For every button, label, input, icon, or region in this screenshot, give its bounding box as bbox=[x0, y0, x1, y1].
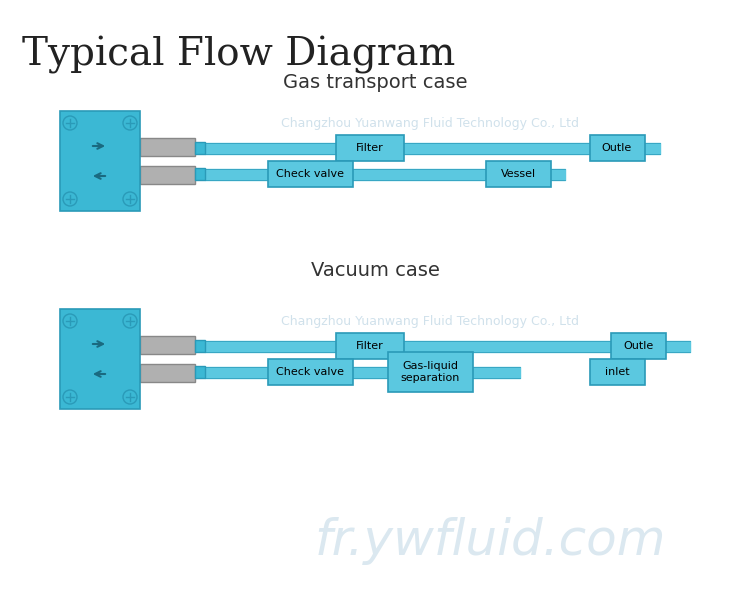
FancyBboxPatch shape bbox=[195, 340, 205, 352]
Circle shape bbox=[123, 192, 137, 206]
Text: Outle: Outle bbox=[622, 341, 653, 351]
Text: Typical Flow Diagram: Typical Flow Diagram bbox=[22, 36, 455, 74]
Circle shape bbox=[63, 192, 77, 206]
Text: Check valve: Check valve bbox=[276, 367, 344, 377]
Text: Changzhou Yuanwang Fluid Technology Co., Ltd: Changzhou Yuanwang Fluid Technology Co.,… bbox=[281, 117, 579, 130]
FancyBboxPatch shape bbox=[336, 333, 404, 359]
FancyBboxPatch shape bbox=[336, 135, 404, 161]
Circle shape bbox=[63, 390, 77, 404]
FancyBboxPatch shape bbox=[610, 333, 665, 359]
Text: inlet: inlet bbox=[604, 367, 629, 377]
FancyBboxPatch shape bbox=[590, 135, 644, 161]
FancyBboxPatch shape bbox=[590, 359, 644, 385]
Circle shape bbox=[123, 390, 137, 404]
Text: Gas-liquid
separation: Gas-liquid separation bbox=[400, 361, 460, 383]
FancyBboxPatch shape bbox=[195, 168, 205, 180]
Circle shape bbox=[123, 314, 137, 328]
Text: Filter: Filter bbox=[356, 143, 384, 153]
FancyBboxPatch shape bbox=[268, 161, 352, 187]
FancyBboxPatch shape bbox=[485, 161, 550, 187]
FancyBboxPatch shape bbox=[60, 111, 140, 211]
Text: Changzhou Yuanwang Fluid Technology Co., Ltd: Changzhou Yuanwang Fluid Technology Co.,… bbox=[281, 315, 579, 328]
Text: Filter: Filter bbox=[356, 341, 384, 351]
Text: Outle: Outle bbox=[602, 143, 632, 153]
FancyBboxPatch shape bbox=[195, 142, 205, 154]
FancyBboxPatch shape bbox=[140, 166, 195, 184]
Text: fr.ywfluid.com: fr.ywfluid.com bbox=[314, 517, 666, 565]
Circle shape bbox=[63, 314, 77, 328]
Circle shape bbox=[123, 116, 137, 130]
FancyBboxPatch shape bbox=[140, 336, 195, 354]
FancyBboxPatch shape bbox=[195, 366, 205, 378]
FancyBboxPatch shape bbox=[140, 364, 195, 382]
FancyBboxPatch shape bbox=[60, 309, 140, 409]
Circle shape bbox=[63, 116, 77, 130]
Text: Vessel: Vessel bbox=[500, 169, 536, 179]
FancyBboxPatch shape bbox=[268, 359, 352, 385]
FancyBboxPatch shape bbox=[140, 138, 195, 156]
Text: Vacuum case: Vacuum case bbox=[310, 262, 440, 280]
FancyBboxPatch shape bbox=[388, 352, 472, 392]
Text: Gas transport case: Gas transport case bbox=[283, 73, 467, 92]
Text: Check valve: Check valve bbox=[276, 169, 344, 179]
